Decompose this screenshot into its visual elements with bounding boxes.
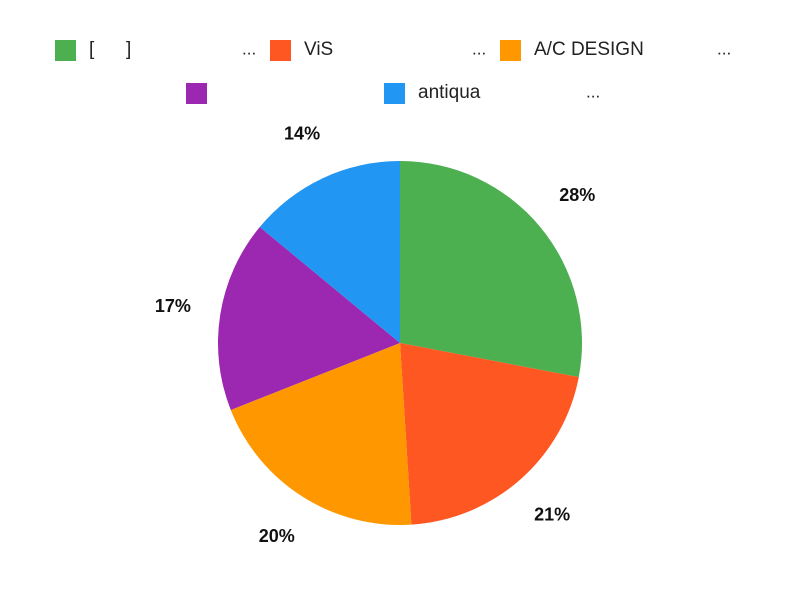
slice-value-label: 28% [559, 185, 595, 205]
slice-value-label: 14% [284, 124, 320, 144]
pie-slice-3 [230, 343, 412, 525]
pie-slice-4 [218, 226, 400, 410]
legend-item[interactable]: ViS... [270, 39, 486, 61]
legend-ellipsis: ... [586, 82, 600, 101]
legend-swatch [500, 40, 521, 61]
legend-label: A/C DESIGN [534, 39, 644, 60]
legend-label: [ ] [89, 39, 131, 60]
legend-item[interactable]: antiqua... [384, 82, 600, 104]
slice-value-label: 17% [155, 296, 191, 316]
legend-ellipsis: ... [242, 39, 256, 58]
legend-swatch [384, 83, 405, 104]
legend-swatch [270, 40, 291, 61]
legend-item[interactable]: [ ]... [55, 39, 256, 61]
legend-ellipsis: ... [717, 39, 731, 58]
legend-item[interactable] [186, 83, 207, 104]
legend-swatch [186, 83, 207, 104]
slice-labels: 28% 21% 20% 17% 14% [155, 124, 595, 546]
pie-slice-2 [400, 343, 579, 525]
slice-value-label: 21% [534, 504, 570, 524]
legend-label: antiqua [418, 82, 481, 103]
pie-slice-5 [259, 161, 400, 343]
legend-label: ViS [304, 39, 333, 60]
pie-slices [218, 161, 582, 525]
legend-ellipsis: ... [472, 39, 486, 58]
slice-value-label: 20% [259, 526, 295, 546]
pie-slice-1 [400, 161, 582, 378]
legend-item[interactable]: A/C DESIGN... [500, 39, 731, 61]
chart-legend: [ ]... ViS... A/C DESIGN ...antiqua... [55, 39, 731, 104]
legend-swatch [55, 40, 76, 61]
